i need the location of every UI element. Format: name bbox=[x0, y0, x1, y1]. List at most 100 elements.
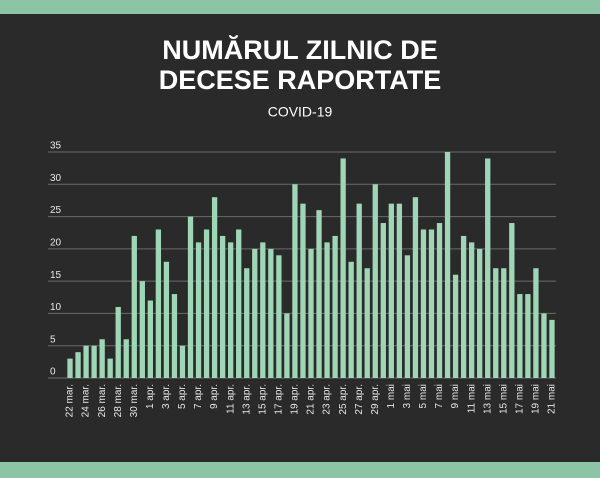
y-tick-label: 5 bbox=[50, 334, 56, 345]
bar bbox=[75, 352, 81, 378]
bar bbox=[195, 242, 202, 378]
bar bbox=[340, 158, 346, 378]
x-tick-label: 9 apr. bbox=[209, 384, 220, 409]
x-tick-label: 26 mar. bbox=[97, 384, 108, 417]
bar bbox=[501, 268, 507, 378]
bar bbox=[541, 313, 547, 378]
x-tick-label: 25 apr. bbox=[338, 384, 349, 415]
bar bbox=[211, 197, 218, 378]
bar bbox=[493, 268, 499, 378]
bar bbox=[428, 229, 435, 378]
bar bbox=[533, 268, 539, 378]
bottom-band bbox=[0, 462, 600, 478]
x-tick-label: 1 apr. bbox=[145, 384, 156, 409]
x-tick-label: 7 apr. bbox=[193, 384, 204, 409]
bar bbox=[420, 229, 427, 378]
bar bbox=[356, 203, 362, 378]
y-tick-label: 15 bbox=[50, 270, 62, 281]
chart-title: DECESE RAPORTATE bbox=[159, 65, 442, 95]
bar bbox=[219, 235, 226, 378]
x-tick-label: 21 apr. bbox=[306, 384, 317, 415]
y-tick-label: 10 bbox=[50, 302, 62, 313]
bar bbox=[123, 339, 129, 378]
bar bbox=[477, 248, 483, 378]
y-tick-label: 35 bbox=[50, 141, 62, 152]
bar bbox=[107, 358, 113, 378]
x-tick-label: 13 apr. bbox=[241, 384, 252, 415]
bar bbox=[324, 242, 330, 378]
bar bbox=[517, 294, 523, 378]
x-tick-label: 19 mai bbox=[531, 384, 542, 414]
bar bbox=[525, 294, 531, 378]
chart-subtitle: COVID-19 bbox=[268, 104, 333, 120]
bar bbox=[348, 261, 354, 378]
bar bbox=[332, 235, 338, 378]
bar bbox=[83, 345, 89, 378]
x-tick-label: 5 mai bbox=[418, 384, 429, 408]
top-band bbox=[0, 0, 600, 14]
bar bbox=[372, 184, 378, 378]
x-tick-label: 3 apr. bbox=[161, 384, 172, 409]
x-tick-label: 21 mai bbox=[547, 384, 558, 414]
x-tick-label: 13 mai bbox=[482, 384, 493, 414]
bar bbox=[308, 248, 314, 378]
x-tick-label: 5 apr. bbox=[177, 384, 188, 409]
bar bbox=[147, 300, 153, 378]
chart-title: NUMĂRUL ZILNIC DE bbox=[162, 34, 437, 65]
bar bbox=[436, 223, 443, 378]
x-tick-label: 17 apr. bbox=[274, 384, 285, 415]
bar bbox=[163, 261, 170, 378]
y-tick-label: 30 bbox=[50, 173, 62, 184]
bar bbox=[412, 197, 419, 378]
bar bbox=[203, 229, 210, 378]
bar bbox=[364, 268, 370, 378]
x-tick-label: 7 mai bbox=[434, 384, 445, 408]
bar bbox=[252, 248, 258, 378]
y-tick-label: 0 bbox=[50, 367, 56, 378]
x-tick-label: 11 mai bbox=[466, 384, 477, 413]
bar bbox=[300, 203, 306, 378]
x-tick-label: 11 apr. bbox=[225, 384, 236, 414]
bar bbox=[452, 274, 459, 378]
bar bbox=[444, 152, 451, 378]
bar bbox=[115, 306, 121, 378]
y-tick-label: 20 bbox=[50, 237, 62, 248]
bar bbox=[404, 255, 411, 378]
bar bbox=[139, 281, 145, 378]
bar bbox=[509, 223, 515, 378]
x-tick-label: 22 mar. bbox=[65, 384, 76, 417]
x-tick-label: 29 apr. bbox=[370, 384, 381, 415]
x-tick-label: 27 apr. bbox=[354, 384, 365, 415]
x-tick-label: 28 mar. bbox=[113, 384, 124, 417]
bar bbox=[91, 345, 97, 378]
bar bbox=[485, 158, 491, 378]
x-tick-label: 19 apr. bbox=[290, 384, 301, 415]
bar bbox=[244, 268, 250, 378]
x-tick-label: 9 mai bbox=[450, 384, 461, 408]
x-tick-label: 15 apr. bbox=[257, 384, 268, 415]
bar bbox=[469, 242, 475, 378]
bar bbox=[316, 210, 322, 378]
bar bbox=[292, 184, 298, 378]
bar bbox=[284, 313, 290, 378]
bar bbox=[131, 235, 137, 378]
bar bbox=[67, 358, 73, 378]
x-tick-label: 15 mai bbox=[498, 384, 509, 414]
bar bbox=[380, 223, 386, 378]
bar bbox=[260, 242, 266, 378]
bar bbox=[549, 319, 555, 378]
bar bbox=[276, 255, 282, 378]
bar bbox=[396, 203, 403, 378]
x-tick-label: 17 mai bbox=[514, 384, 525, 414]
bar bbox=[460, 235, 467, 378]
bar bbox=[388, 203, 394, 378]
x-tick-label: 1 mai bbox=[386, 384, 397, 408]
bar bbox=[179, 345, 186, 378]
bar bbox=[268, 248, 274, 378]
x-tick-label: 23 apr. bbox=[322, 384, 333, 415]
y-tick-label: 25 bbox=[50, 205, 62, 216]
bar bbox=[236, 229, 242, 378]
x-tick-label: 30 mar. bbox=[129, 384, 140, 417]
x-tick-label: 24 mar. bbox=[81, 384, 92, 417]
